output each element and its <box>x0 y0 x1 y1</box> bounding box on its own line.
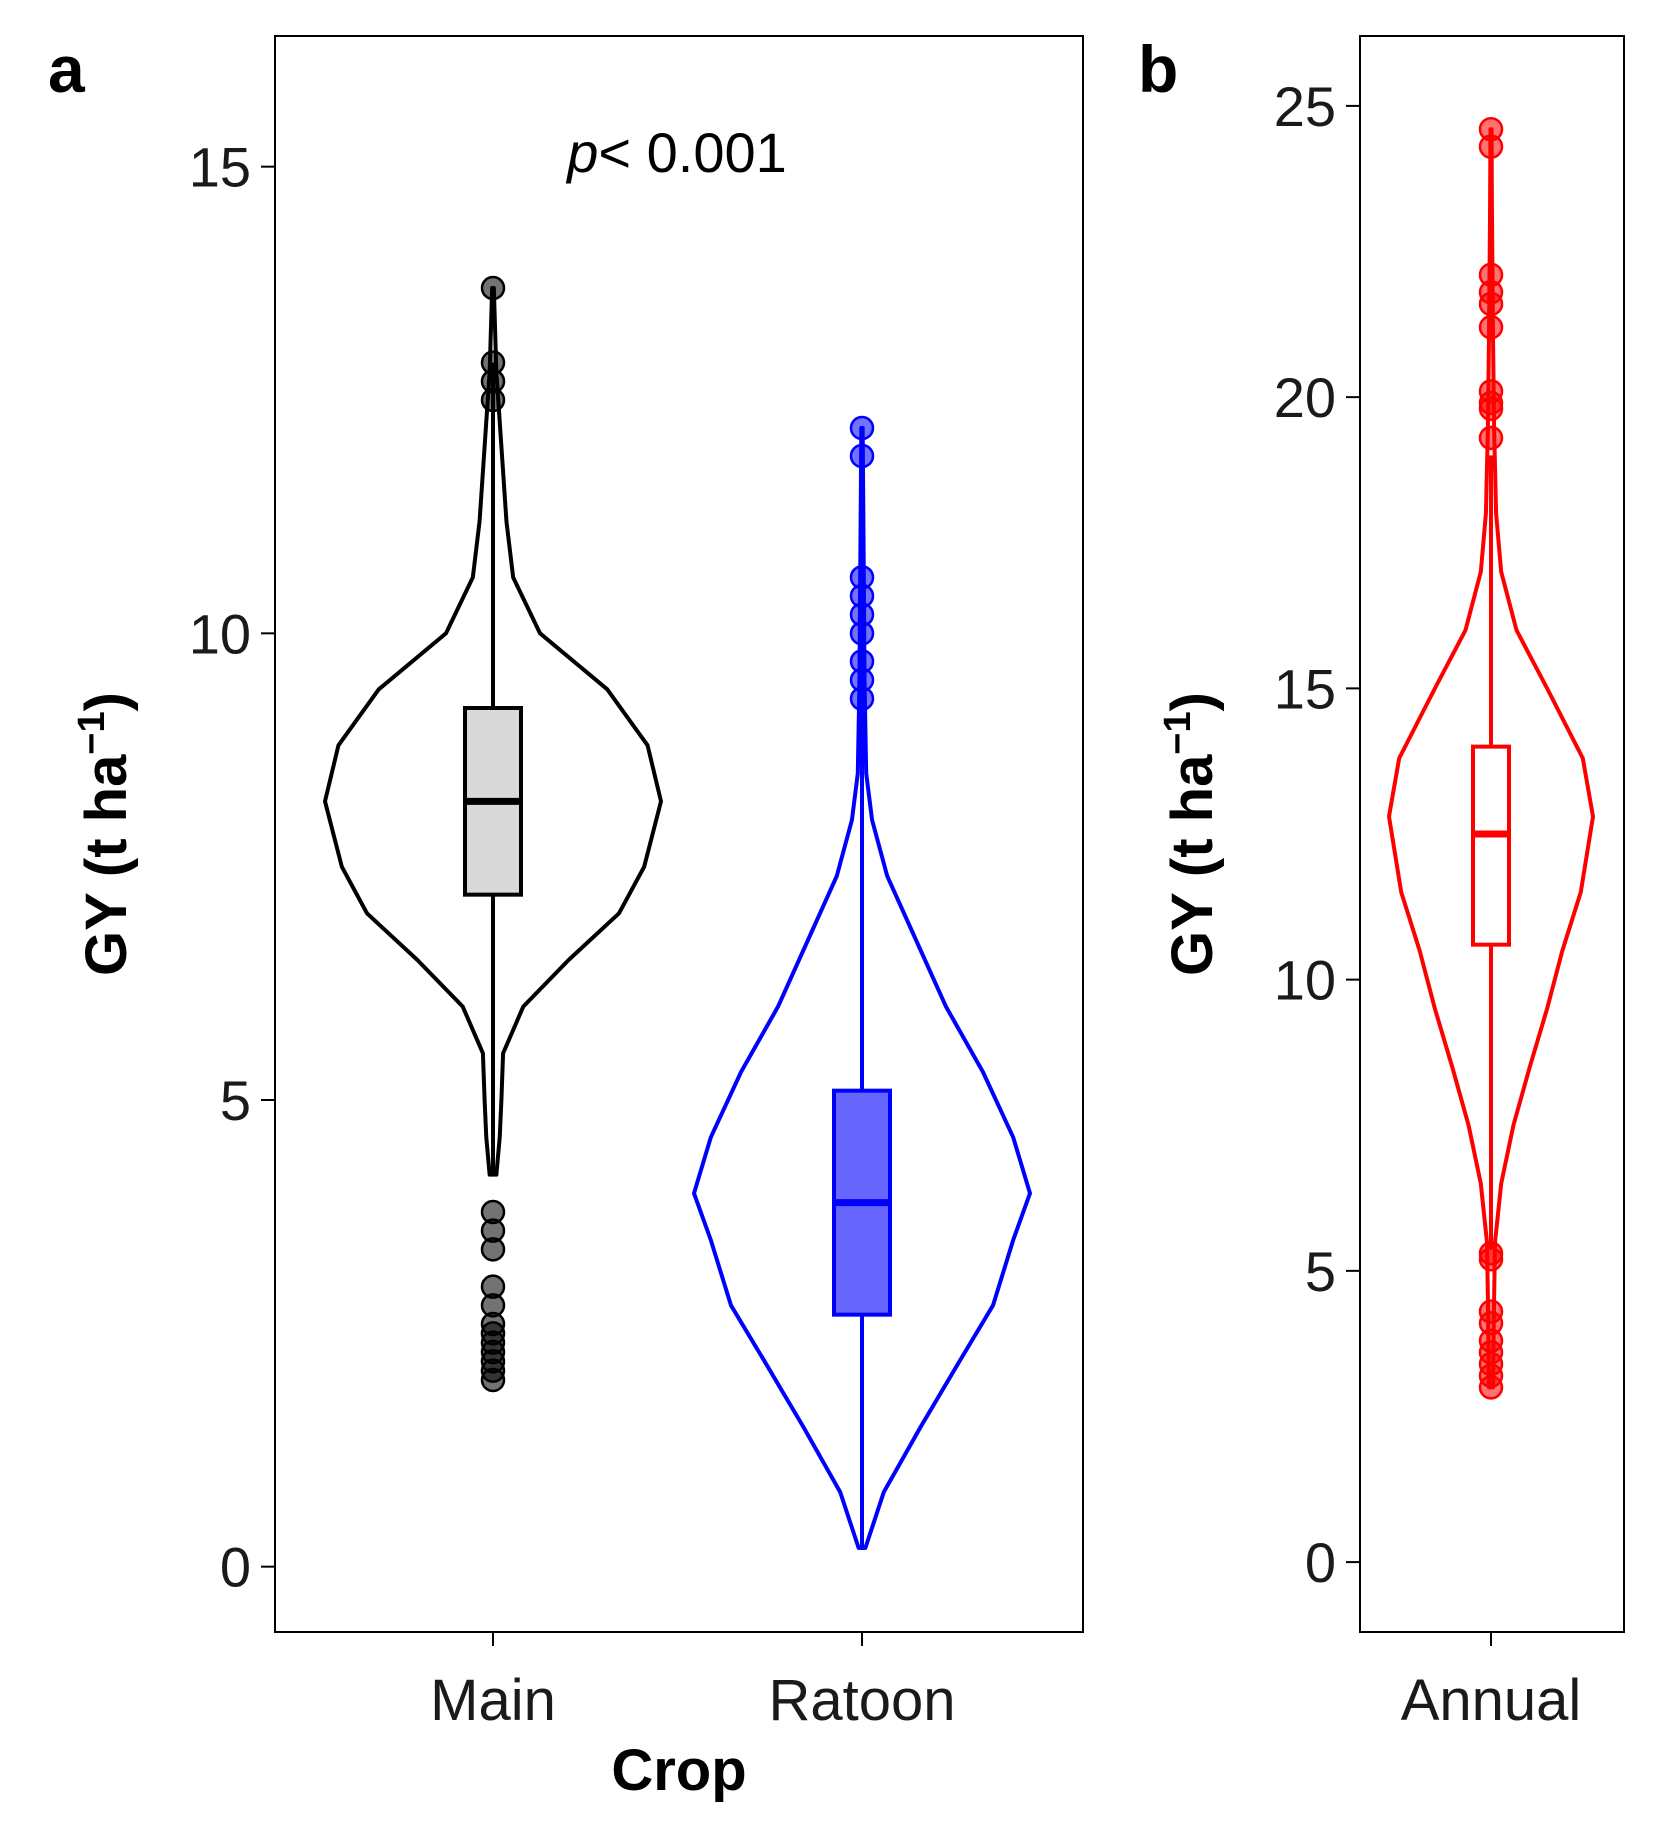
y-tick-label: 20 <box>1274 366 1336 429</box>
panel-a-y-axis: 0 5 10 15 <box>189 136 275 1599</box>
panel-b-y-axis: 0 5 10 15 20 25 <box>1274 75 1360 1594</box>
series-annual <box>1387 116 1595 1400</box>
outlier-point <box>1478 396 1504 422</box>
outlier-point <box>849 621 875 646</box>
panel-a-marks <box>323 275 1032 1550</box>
y-tick-label: 5 <box>1305 1240 1336 1303</box>
outlier-point <box>480 275 506 301</box>
y-tick-label: 0 <box>1305 1531 1336 1594</box>
x-tick-label-ratoon: Ratoon <box>768 1668 955 1733</box>
x-tick-label-main: Main <box>430 1668 556 1733</box>
outlier-point <box>1478 314 1504 340</box>
y-tick-label: 5 <box>220 1069 251 1132</box>
y-tick-label: 15 <box>189 136 251 199</box>
series-main <box>323 275 663 1393</box>
outlier-point <box>1478 425 1504 451</box>
outlier-point <box>480 387 506 413</box>
outlier-point <box>849 686 875 711</box>
y-tick-label: 0 <box>220 1536 251 1599</box>
panel-a-plot-frame <box>274 35 1084 1633</box>
panel-a-letter: a <box>48 32 86 106</box>
y-tick-label: 10 <box>1274 949 1336 1012</box>
panel-a: a 0 5 10 15 Main Ratoon p< 0.001 Crop GY (t … <box>48 32 1084 1803</box>
panel-b-x-axis: Annual <box>1401 1632 1582 1733</box>
series-ratoon <box>692 415 1032 1550</box>
panel-a-x-axis-title: Crop <box>611 1738 746 1803</box>
outlier-point <box>1478 1246 1504 1272</box>
box-annual <box>1471 744 1511 947</box>
outlier-point <box>849 415 875 441</box>
panel-b-letter: b <box>1138 32 1178 106</box>
y-tick-label: 25 <box>1274 75 1336 138</box>
panel-b-marks <box>1387 116 1595 1400</box>
y-tick-label: 15 <box>1274 657 1336 720</box>
x-tick-label-annual: Annual <box>1401 1668 1582 1733</box>
outlier-point <box>480 1237 506 1262</box>
outlier-point <box>849 443 875 469</box>
outlier-point <box>1478 134 1504 159</box>
outlier-point <box>480 1367 506 1393</box>
outlier-point <box>1478 1375 1504 1400</box>
y-tick-label: 10 <box>189 602 251 665</box>
panel-b: b 0 5 10 15 20 25 Annual GY (t ha−1) <box>1138 32 1625 1733</box>
panel-a-y-axis-title: GY (t ha−1) <box>71 692 139 976</box>
p-value-annotation: p< 0.001 <box>565 121 787 184</box>
outlier-point <box>1478 291 1504 317</box>
panel-b-y-axis-title: GY (t ha−1) <box>1157 692 1225 976</box>
panel-a-x-axis: Main Ratoon <box>430 1632 956 1733</box>
